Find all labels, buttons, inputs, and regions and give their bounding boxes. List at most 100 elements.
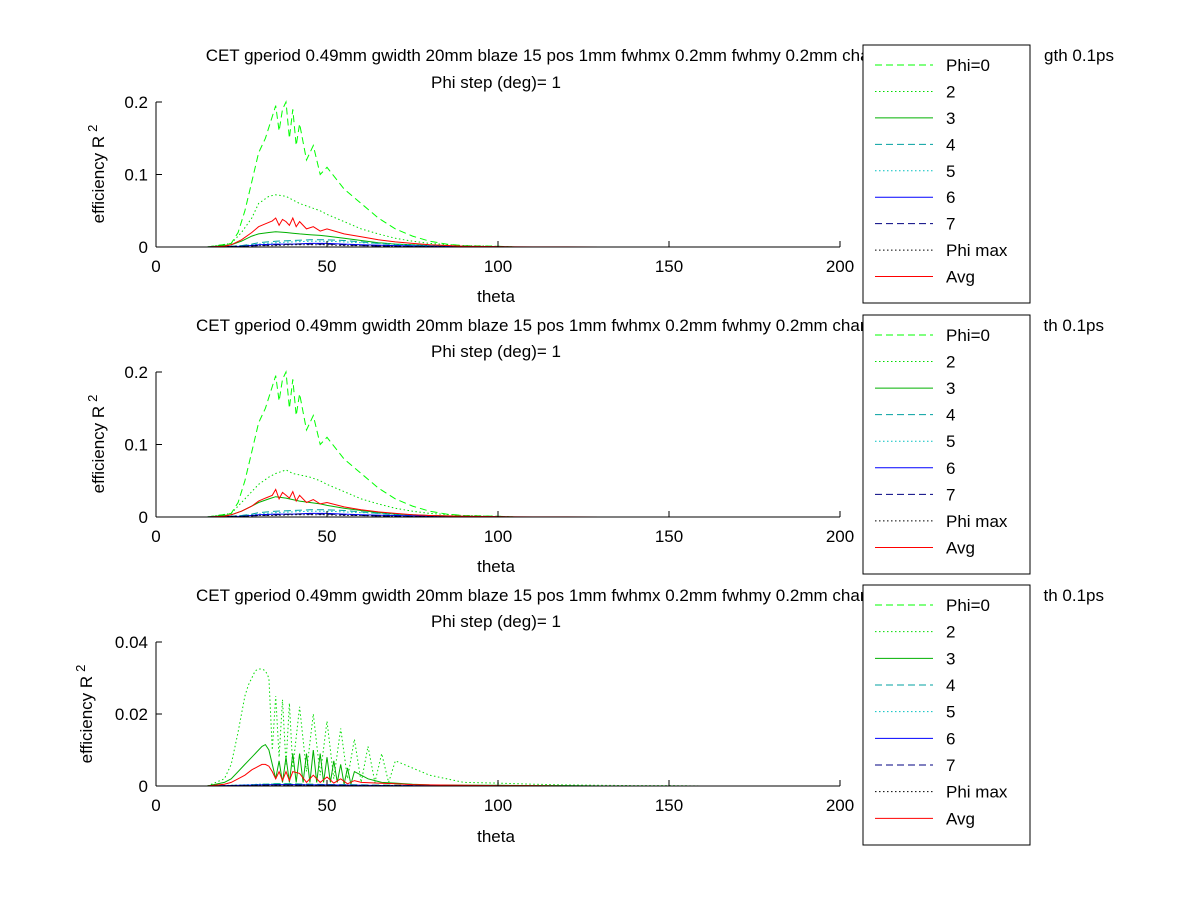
subplot-title-tail: gth 0.1ps	[1044, 46, 1114, 65]
y-tick-label: 0.04	[115, 633, 148, 652]
legend-label: 3	[946, 649, 955, 668]
legend-item: Phi max	[875, 241, 1008, 260]
svg-text:efficiency R2: efficiency R 2	[85, 395, 108, 494]
legend-label: Phi max	[946, 783, 1008, 802]
y-axis-label-group: efficiency R 2	[73, 665, 96, 764]
legend-label: 2	[946, 82, 955, 101]
legend-label: Phi=0	[946, 326, 990, 345]
svg-text:efficiency R2: efficiency R 2	[85, 125, 108, 224]
x-axis-label: theta	[477, 557, 515, 576]
x-tick-label: 100	[484, 527, 512, 546]
legend-label: 2	[946, 353, 955, 372]
legend-item: 6	[875, 188, 955, 207]
subplot-subtitle: Phi step (deg)= 1	[431, 73, 561, 92]
x-tick-label: 100	[484, 796, 512, 815]
legend-item: 4	[875, 406, 955, 425]
legend-item: 7	[875, 756, 955, 775]
y-tick-label: 0.1	[124, 436, 148, 455]
y-axis-label-group: efficiency R 2	[85, 395, 108, 494]
series-line	[207, 370, 516, 518]
plot-area: 0 50 100 150 200 0 0.1 0.2	[124, 93, 854, 276]
legend-item: Phi max	[875, 512, 1008, 531]
legend-box	[862, 314, 1031, 575]
legend-label: Phi=0	[946, 596, 990, 615]
legend-item: Phi=0	[875, 56, 990, 75]
y-tick-label: 0.2	[124, 93, 148, 112]
legend-label: 5	[946, 162, 955, 181]
y-axis-label: efficiency R	[89, 406, 108, 494]
y-axis-label-superscript: 2	[73, 665, 88, 672]
x-tick-label: 200	[826, 527, 854, 546]
legend-label: Avg	[946, 538, 975, 557]
legend-item: 3	[875, 109, 955, 128]
legend-label: Avg	[946, 809, 975, 828]
legend-item: 5	[875, 162, 955, 181]
legend-label: 3	[946, 379, 955, 398]
x-tick-label: 150	[655, 796, 683, 815]
subplot-subtitle: Phi step (deg)= 1	[431, 342, 561, 361]
legend-item: Avg	[875, 809, 975, 828]
y-axis-label: efficiency R	[77, 676, 96, 764]
legend-label: Phi=0	[946, 56, 990, 75]
legend-item: Avg	[875, 268, 975, 287]
legend-label: Avg	[946, 268, 975, 287]
legend-item: 5	[875, 432, 955, 451]
x-tick-label: 150	[655, 257, 683, 276]
legend-item: 2	[875, 353, 955, 372]
legend-label: 6	[946, 459, 955, 478]
y-tick-label: 0	[139, 238, 148, 257]
x-tick-label: 0	[151, 257, 160, 276]
subplot-title-tail: th 0.1ps	[1044, 316, 1105, 335]
x-axis-label: theta	[477, 827, 515, 846]
subplot-1: CET gperiod 0.49mm gwidth 20mm blaze 15 …	[85, 44, 1114, 306]
series-line	[207, 100, 516, 248]
legend-item: 4	[875, 676, 955, 695]
series-line	[207, 231, 516, 248]
legend-box	[862, 584, 1031, 846]
legend-label: Phi max	[946, 512, 1008, 531]
plot-area: 0 50 100 150 200 0 0.1 0.2	[124, 363, 854, 546]
y-tick-label: 0	[139, 508, 148, 527]
subplot-title: CET gperiod 0.49mm gwidth 20mm blaze 15 …	[196, 316, 908, 335]
x-tick-label: 150	[655, 527, 683, 546]
legend-item: 6	[875, 729, 955, 748]
legend-label: 4	[946, 676, 955, 695]
legend-label: 4	[946, 406, 955, 425]
subplot-title-tail: th 0.1ps	[1044, 586, 1105, 605]
x-tick-label: 50	[318, 796, 337, 815]
y-tick-label: 0.02	[115, 705, 148, 724]
x-axis-label: theta	[477, 287, 515, 306]
legend-item: Phi=0	[875, 326, 990, 345]
y-axis-label-superscript: 2	[85, 125, 100, 132]
subplot-3: CET gperiod 0.49mm gwidth 20mm blaze 15 …	[73, 584, 1105, 846]
subplot-title: CET gperiod 0.49mm gwidth 20mm blaze 15 …	[196, 586, 908, 605]
x-tick-label: 50	[318, 257, 337, 276]
plot-area: 0 50 100 150 200 0 0.02 0.04	[115, 633, 854, 815]
legend: Phi=0 2 3 4 5 6 7 Phi max Avg	[862, 314, 1031, 575]
legend-item: 4	[875, 135, 955, 154]
legend-label: 7	[946, 485, 955, 504]
legend-item: 7	[875, 485, 955, 504]
legend-box	[862, 44, 1031, 304]
legend-item: Phi max	[875, 783, 1008, 802]
svg-text:efficiency R2: efficiency R 2	[73, 665, 96, 764]
series-line	[207, 194, 516, 248]
legend: Phi=0 2 3 4 5 6 7 Phi max Avg	[862, 44, 1031, 304]
x-tick-label: 0	[151, 796, 160, 815]
subplot-subtitle: Phi step (deg)= 1	[431, 612, 561, 631]
legend-label: 2	[946, 623, 955, 642]
legend-label: 5	[946, 703, 955, 722]
y-axis-label: efficiency R	[89, 136, 108, 224]
legend-item: Avg	[875, 538, 975, 557]
x-tick-label: 200	[826, 257, 854, 276]
legend-item: 2	[875, 623, 955, 642]
y-tick-label: 0.1	[124, 166, 148, 185]
legend-item: 3	[875, 649, 955, 668]
plot-background	[156, 642, 840, 786]
legend-label: 7	[946, 756, 955, 775]
legend-item: 5	[875, 703, 955, 722]
legend-label: 3	[946, 109, 955, 128]
x-tick-label: 50	[318, 527, 337, 546]
legend-item: 6	[875, 459, 955, 478]
